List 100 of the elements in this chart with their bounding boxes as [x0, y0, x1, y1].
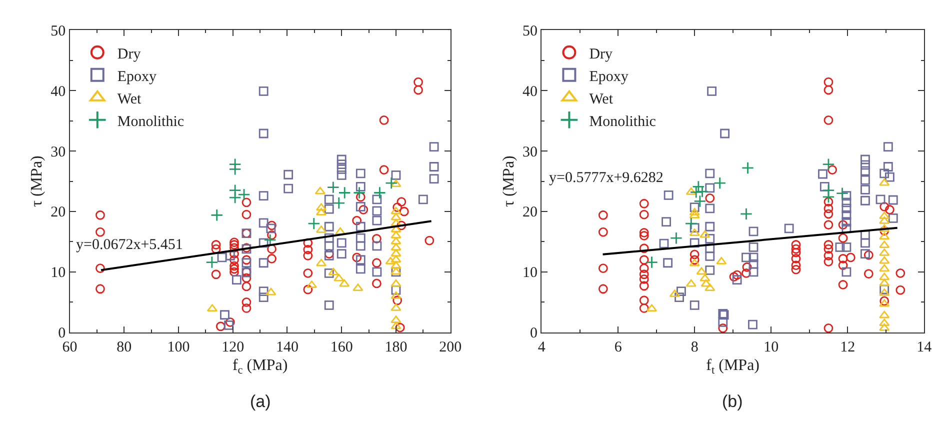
point — [390, 255, 402, 263]
point — [860, 196, 870, 206]
point — [838, 280, 848, 290]
point — [842, 242, 852, 252]
point — [700, 230, 710, 238]
point — [225, 250, 235, 260]
point — [336, 249, 346, 259]
y-tick-label: 40 — [50, 84, 66, 100]
point — [742, 252, 751, 262]
point — [338, 186, 351, 200]
point — [258, 86, 268, 96]
point — [230, 267, 239, 277]
point — [820, 182, 830, 192]
point — [390, 212, 402, 220]
point — [690, 255, 700, 265]
point — [860, 154, 870, 164]
point — [690, 186, 702, 198]
point — [835, 242, 845, 252]
point — [824, 115, 834, 125]
point — [838, 260, 848, 270]
point — [228, 162, 242, 176]
point — [639, 228, 649, 238]
point — [879, 224, 890, 232]
legend-label: Monolithic — [117, 114, 184, 130]
point — [864, 269, 874, 278]
point — [356, 202, 366, 212]
point — [372, 241, 382, 251]
point — [748, 242, 758, 252]
point — [700, 274, 710, 282]
point — [373, 186, 386, 200]
x-tick-label: 6 — [614, 340, 622, 356]
point — [696, 267, 707, 275]
point — [303, 268, 313, 278]
point — [217, 252, 227, 262]
point — [324, 268, 334, 278]
point — [598, 284, 608, 294]
point — [846, 252, 856, 262]
point — [395, 322, 405, 332]
point — [324, 233, 334, 243]
point — [429, 174, 439, 184]
point — [228, 191, 242, 204]
point — [639, 296, 649, 306]
point — [324, 222, 334, 232]
point — [242, 297, 252, 307]
point — [842, 198, 852, 208]
point — [258, 238, 268, 248]
point — [372, 267, 382, 277]
point — [842, 204, 852, 214]
point — [884, 204, 894, 214]
point — [414, 85, 423, 95]
point — [308, 217, 320, 230]
point — [860, 160, 870, 170]
text: (a) — [250, 392, 271, 411]
point — [879, 278, 890, 286]
point — [822, 158, 835, 171]
point — [864, 250, 874, 260]
x-tick-label: 140 — [276, 340, 298, 356]
point — [206, 256, 218, 269]
point — [684, 217, 698, 230]
point — [372, 278, 382, 288]
point — [705, 244, 715, 254]
point — [267, 230, 276, 240]
point — [824, 256, 834, 266]
point — [390, 249, 402, 257]
point — [266, 288, 276, 296]
point — [639, 210, 649, 220]
point — [396, 220, 406, 230]
point — [896, 285, 906, 295]
legend-label: Wet — [117, 91, 142, 108]
point — [372, 194, 382, 204]
point — [686, 187, 696, 195]
point — [818, 169, 828, 179]
point — [96, 227, 105, 237]
point — [842, 217, 852, 226]
point — [748, 226, 758, 236]
y-tick-label: 20 — [50, 204, 66, 221]
point — [860, 238, 870, 248]
x-tick-label: 12 — [840, 340, 856, 356]
point — [879, 216, 890, 224]
point — [314, 186, 326, 194]
point — [639, 270, 649, 280]
point — [392, 202, 402, 212]
point — [838, 254, 848, 264]
point — [838, 220, 848, 230]
point — [705, 234, 715, 244]
point — [242, 258, 252, 268]
point — [372, 258, 382, 268]
point — [690, 238, 700, 248]
point — [718, 317, 728, 327]
point — [334, 274, 344, 282]
point — [742, 268, 751, 278]
point — [392, 296, 402, 306]
point — [742, 262, 752, 272]
point — [824, 250, 834, 260]
point — [860, 166, 870, 176]
point — [328, 268, 339, 276]
point — [352, 252, 362, 262]
point — [880, 296, 890, 306]
y-tick-label: 50 — [522, 23, 538, 40]
point — [876, 194, 886, 204]
